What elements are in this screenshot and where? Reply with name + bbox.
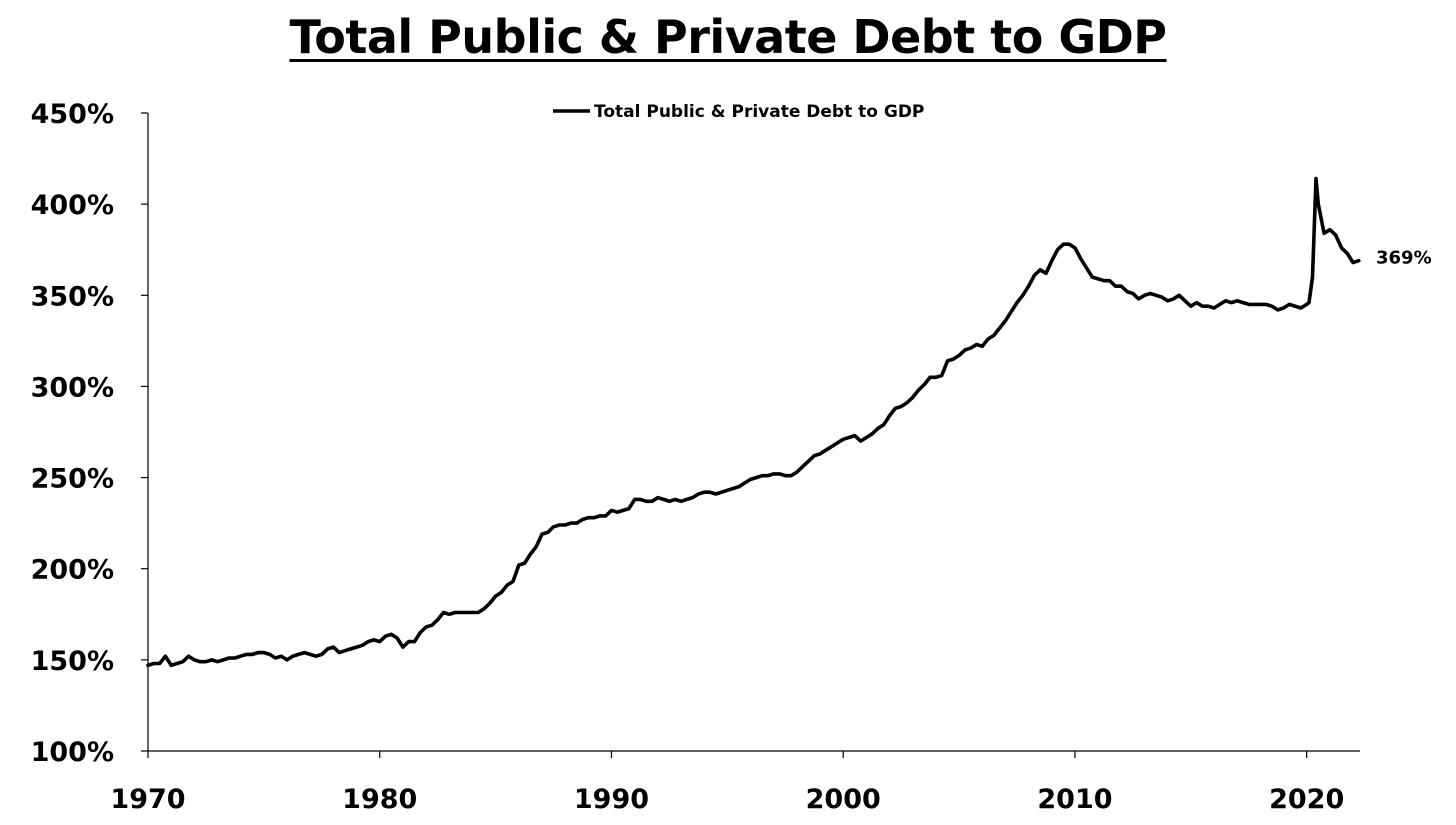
x-tick-label: 1980: [342, 784, 417, 815]
series-group: [146, 176, 1361, 668]
x-tick-label: 1990: [574, 784, 649, 815]
y-tick-label: 450%: [31, 99, 114, 130]
y-tick-label: 350%: [31, 281, 114, 312]
y-tick-label: 300%: [31, 372, 114, 403]
y-axis: 100% 150% 200% 250% 300% 350% 400% 450%: [31, 99, 149, 768]
x-tick-label: 2000: [806, 784, 881, 815]
y-tick-label: 100%: [31, 737, 114, 768]
chart-title: Total Public & Private Debt to GDP: [289, 10, 1168, 64]
x-tick-label: 2010: [1037, 784, 1112, 815]
legend-label: Total Public & Private Debt to GDP: [594, 102, 924, 122]
y-tick-label: 400%: [31, 190, 114, 221]
y-tick-label: 200%: [31, 555, 114, 586]
x-tick-label: 2020: [1269, 784, 1344, 815]
end-value-label: 369%: [1376, 248, 1432, 269]
y-tick-label: 250%: [31, 464, 114, 495]
x-axis: 1970 1980 1990 2000 2010 2020: [110, 750, 1360, 815]
x-tick-label: 1970: [110, 784, 185, 815]
series-line: [146, 176, 1361, 668]
legend: Total Public & Private Debt to GDP: [553, 102, 924, 122]
y-tick-label: 150%: [31, 646, 114, 677]
